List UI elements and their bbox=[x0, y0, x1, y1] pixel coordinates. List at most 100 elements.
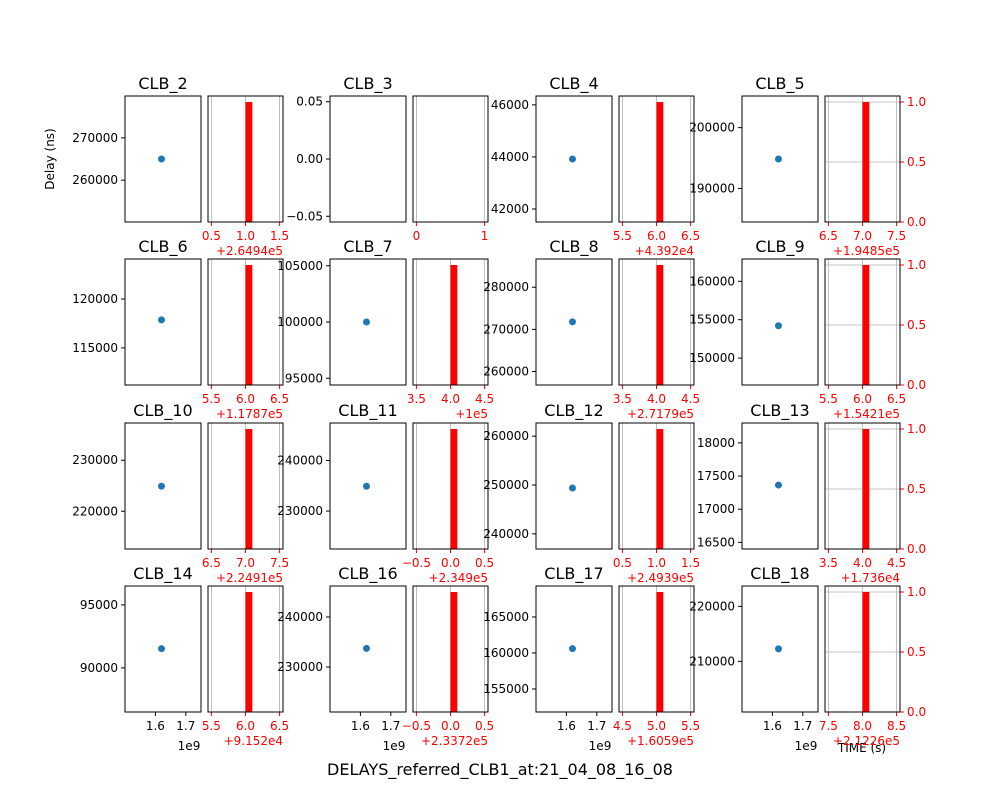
hist-x-tick-label: 1 bbox=[481, 229, 489, 243]
hist-axes-frame bbox=[412, 422, 489, 550]
panel-title: CLB_2 bbox=[138, 74, 187, 94]
hist-x-tick-label: 5.5 bbox=[613, 229, 632, 243]
hist-right-tick-label: 1.0 bbox=[907, 95, 926, 109]
hist-x-tick-label: 0.5 bbox=[613, 556, 632, 570]
hist-right-tick-label: 0.0 bbox=[907, 542, 926, 556]
histogram-bar bbox=[862, 429, 870, 549]
y-tick-label: 120000 bbox=[72, 292, 118, 306]
y-tick-label: 260000 bbox=[72, 173, 118, 187]
hist-axes-frame bbox=[412, 258, 489, 386]
histogram-bar bbox=[656, 429, 664, 549]
hist-x-tick-label: 5.5 bbox=[202, 719, 221, 733]
scatter-axes-frame bbox=[535, 95, 613, 223]
figure-suptitle: DELAYS_referred_CLB1_at:21_04_08_16_08 bbox=[327, 760, 673, 780]
hist-right-tick-label: 1.0 bbox=[907, 258, 926, 272]
data-point bbox=[774, 645, 782, 653]
y-tick-label: 240000 bbox=[483, 527, 529, 541]
panel-title: CLB_8 bbox=[549, 237, 598, 257]
hist-x-tick-label: 6.5 bbox=[887, 392, 906, 406]
scatter-axes-frame bbox=[124, 422, 202, 550]
y-tick-label: 100000 bbox=[277, 315, 323, 329]
y-tick-label: 260000 bbox=[483, 365, 529, 379]
hist-axes-frame bbox=[207, 258, 284, 386]
y-tick-label: 17500 bbox=[697, 469, 735, 483]
panel-title: CLB_4 bbox=[549, 74, 598, 94]
scatter-axes-frame bbox=[124, 258, 202, 386]
data-point bbox=[157, 645, 165, 653]
y-tick-label: −0.05 bbox=[286, 209, 323, 223]
hist-x-tick-label: 3.5 bbox=[613, 392, 632, 406]
scatter-axes-frame bbox=[329, 95, 407, 223]
histogram-bar bbox=[656, 265, 664, 385]
y-tick-label: 95000 bbox=[80, 598, 118, 612]
x-tick-label: 1.6 bbox=[351, 719, 370, 733]
hist-axes-frame bbox=[618, 422, 695, 550]
x-offset-label: 1e9 bbox=[383, 739, 406, 753]
hist-x-axis-label: TIME (s) bbox=[837, 741, 886, 755]
hist-x-tick-label: 0.5 bbox=[475, 719, 494, 733]
histogram-bar bbox=[656, 592, 664, 712]
hist-axes-frame bbox=[412, 95, 489, 223]
hist-right-tick-label: 0.0 bbox=[907, 215, 926, 229]
hist-x-tick-label: 6.0 bbox=[236, 719, 255, 733]
y-tick-label: 0.05 bbox=[296, 95, 323, 109]
panel-title: CLB_17 bbox=[544, 564, 603, 584]
hist-x-tick-label: 7.0 bbox=[236, 556, 255, 570]
data-point bbox=[362, 482, 370, 490]
hist-axes-frame bbox=[207, 585, 284, 713]
x-tick-label: 1.7 bbox=[793, 719, 812, 733]
hist-x-tick-label: 6.0 bbox=[853, 392, 872, 406]
data-point bbox=[157, 316, 165, 324]
data-point bbox=[774, 155, 782, 163]
x-tick-label: 1.6 bbox=[557, 719, 576, 733]
x-tick-label: 1.6 bbox=[146, 719, 165, 733]
data-point bbox=[774, 481, 782, 489]
histogram-bar bbox=[656, 102, 664, 222]
y-tick-label: 42000 bbox=[491, 202, 529, 216]
hist-axes-frame bbox=[824, 585, 901, 713]
hist-axes-frame bbox=[618, 258, 695, 386]
hist-x-tick-label: 4.5 bbox=[613, 719, 632, 733]
hist-x-tick-label: 6.0 bbox=[236, 392, 255, 406]
y-tick-label: 16500 bbox=[697, 535, 735, 549]
hist-x-offset-label: +2.349e5 bbox=[429, 571, 488, 585]
scatter-axes-frame bbox=[535, 258, 613, 386]
scatter-axes-frame bbox=[535, 422, 613, 550]
panel-title: CLB_5 bbox=[755, 74, 804, 94]
y-tick-label: 165000 bbox=[483, 610, 529, 624]
scatter-axes-frame bbox=[741, 258, 819, 386]
y-tick-label: 240000 bbox=[277, 453, 323, 467]
hist-x-offset-label: +1.736e4 bbox=[841, 571, 900, 585]
y-tick-label: 260000 bbox=[483, 429, 529, 443]
x-offset-label: 1e9 bbox=[795, 739, 818, 753]
hist-x-tick-label: 3.5 bbox=[407, 392, 426, 406]
y-tick-label: 210000 bbox=[689, 654, 735, 668]
x-tick-label: 1.7 bbox=[587, 719, 606, 733]
y-tick-label: 220000 bbox=[72, 504, 118, 518]
hist-x-tick-label: 7.0 bbox=[853, 229, 872, 243]
hist-x-tick-label: 7.5 bbox=[270, 556, 289, 570]
hist-x-tick-label: 6.5 bbox=[202, 556, 221, 570]
y-tick-label: 90000 bbox=[80, 661, 118, 675]
histogram-bar bbox=[450, 592, 458, 712]
x-offset-label: 1e9 bbox=[178, 739, 201, 753]
histogram-bar bbox=[245, 265, 253, 385]
data-point bbox=[362, 644, 370, 652]
hist-x-tick-label: 5.5 bbox=[202, 392, 221, 406]
hist-x-offset-label: +1.6059e5 bbox=[627, 734, 694, 748]
hist-x-tick-label: −0.5 bbox=[402, 719, 431, 733]
hist-axes-frame bbox=[618, 585, 695, 713]
hist-x-tick-label: 4.5 bbox=[681, 392, 700, 406]
hist-axes-frame bbox=[824, 258, 901, 386]
hist-axes-frame bbox=[412, 585, 489, 713]
hist-x-tick-label: 1.5 bbox=[681, 556, 700, 570]
y-tick-label: 105000 bbox=[277, 259, 323, 273]
y-tick-label: 160000 bbox=[689, 274, 735, 288]
hist-x-tick-label: 1.0 bbox=[236, 229, 255, 243]
data-point bbox=[568, 318, 576, 326]
data-point bbox=[362, 318, 370, 326]
hist-x-offset-label: +9.152e4 bbox=[224, 734, 283, 748]
hist-x-tick-label: 0.0 bbox=[441, 556, 460, 570]
